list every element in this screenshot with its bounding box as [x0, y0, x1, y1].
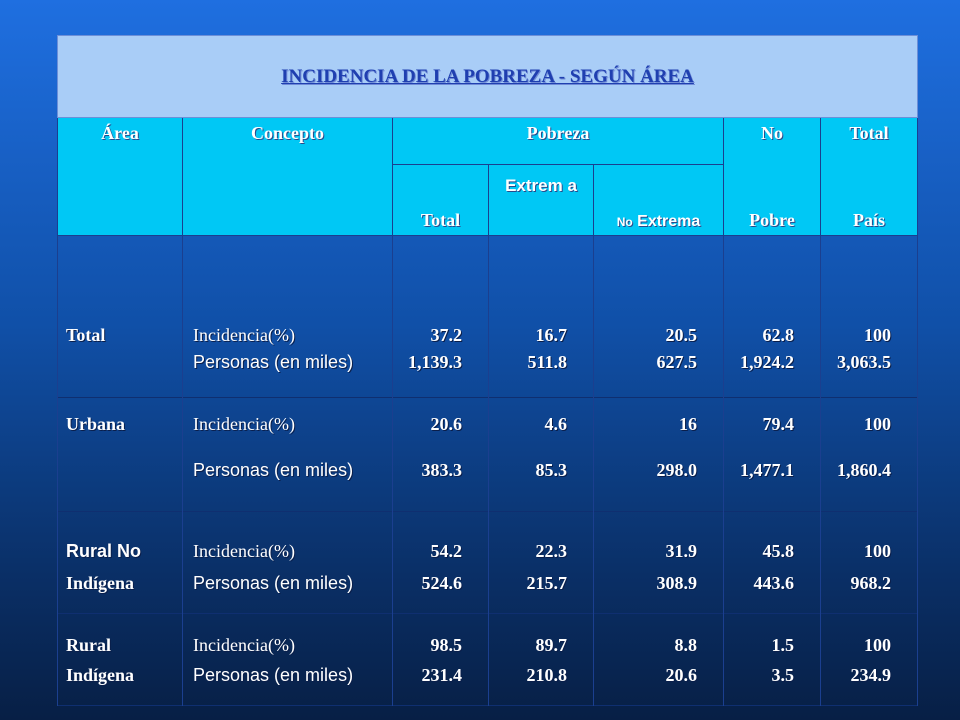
value-cell: 1,477.1 — [723, 450, 821, 512]
header-sub-total: Total — [392, 164, 489, 236]
value-cell: 627.5 — [593, 349, 724, 398]
area-label: Total — [57, 235, 183, 349]
value-cell: 231.4 — [392, 659, 489, 706]
header-total: Total — [849, 123, 889, 143]
area-label: Rural No — [57, 511, 183, 567]
value-cell: 524.6 — [392, 567, 489, 614]
concepto-cell: Incidencia(%) — [182, 397, 393, 450]
value-cell: 383.3 — [392, 450, 489, 512]
value-cell: 4.6 — [488, 397, 594, 450]
poverty-table: INCIDENCIA DE LA POBREZA - SEGÚN ÁREA Ár… — [56, 35, 919, 706]
value-cell: 100 — [820, 235, 919, 349]
table-row: Rural No Incidencia(%) 54.2 22.3 31.9 45… — [57, 511, 919, 567]
header-pais: País — [853, 210, 886, 230]
value-cell: 511.8 — [488, 349, 594, 398]
value-cell: 31.9 — [593, 511, 724, 567]
value-cell: 443.6 — [723, 567, 821, 614]
concepto-cell: Personas (en miles) — [182, 450, 393, 512]
value-cell: 1,860.4 — [820, 450, 919, 512]
area-label-2 — [57, 349, 183, 398]
header-area: Área — [57, 117, 183, 236]
header-sub-extrema: Extrem a — [488, 164, 594, 236]
value-cell: 79.4 — [723, 397, 821, 450]
value-cell: 85.3 — [488, 450, 594, 512]
value-cell: 98.5 — [392, 613, 489, 659]
header-sub-no-small: No — [616, 215, 633, 229]
value-cell: 20.6 — [392, 397, 489, 450]
value-cell: 100 — [820, 613, 919, 659]
area-label-2: Indígena — [57, 659, 183, 706]
value-cell: 20.5 — [593, 235, 724, 349]
value-cell: 234.9 — [820, 659, 919, 706]
concepto-cell: Incidencia(%) — [182, 235, 393, 349]
value-cell: 215.7 — [488, 567, 594, 614]
value-cell: 8.8 — [593, 613, 724, 659]
value-cell: 298.0 — [593, 450, 724, 512]
header-total-pais: Total País — [819, 117, 919, 236]
header-pobre: Pobre — [749, 210, 795, 230]
value-cell: 3,063.5 — [820, 349, 919, 398]
concepto-cell: Incidencia(%) — [182, 511, 393, 567]
value-cell: 210.8 — [488, 659, 594, 706]
header-sub-no-extrema: No Extrema — [593, 164, 724, 236]
header-sub-no-extrema-text: Extrema — [637, 213, 701, 230]
value-cell: 45.8 — [723, 511, 821, 567]
concepto-cell: Personas (en miles) — [182, 349, 393, 398]
table-row: Indígena Personas (en miles) 524.6 215.7… — [57, 567, 919, 614]
area-label: Rural — [57, 613, 183, 659]
value-cell: 3.5 — [723, 659, 821, 706]
value-cell: 308.9 — [593, 567, 724, 614]
table-row: Urbana Incidencia(%) 20.6 4.6 16 79.4 10… — [57, 397, 919, 450]
value-cell: 20.6 — [593, 659, 724, 706]
table-row: Personas (en miles) 383.3 85.3 298.0 1,4… — [57, 450, 919, 512]
value-cell: 22.3 — [488, 511, 594, 567]
value-cell: 100 — [820, 511, 919, 567]
value-cell: 54.2 — [392, 511, 489, 567]
value-cell: 16.7 — [488, 235, 594, 349]
value-cell: 37.2 — [392, 235, 489, 349]
table-row: Total Incidencia(%) 37.2 16.7 20.5 62.8 … — [57, 235, 919, 349]
concepto-cell: Personas (en miles) — [182, 659, 393, 706]
value-cell: 1.5 — [723, 613, 821, 659]
table-row: Indígena Personas (en miles) 231.4 210.8… — [57, 659, 919, 706]
area-label: Urbana — [57, 397, 183, 450]
value-cell: 100 — [820, 397, 919, 450]
value-cell: 89.7 — [488, 613, 594, 659]
concepto-cell: Incidencia(%) — [182, 613, 393, 659]
header-sub-extrema-text: Extrem a — [505, 176, 577, 195]
concepto-cell: Personas (en miles) — [182, 567, 393, 614]
value-cell: 62.8 — [723, 235, 821, 349]
value-cell: 1,139.3 — [392, 349, 489, 398]
header-pobreza: Pobreza — [392, 117, 724, 165]
value-cell: 968.2 — [820, 567, 919, 614]
value-cell: 1,924.2 — [723, 349, 821, 398]
area-label-2 — [57, 450, 183, 512]
header-no-pobre: No Pobre — [723, 117, 821, 236]
area-label-2: Indígena — [57, 567, 183, 614]
header-no: No — [761, 123, 783, 143]
value-cell: 16 — [593, 397, 724, 450]
header-concepto: Concepto — [182, 117, 393, 236]
table-row: Rural Incidencia(%) 98.5 89.7 8.8 1.5 10… — [57, 613, 919, 659]
table-row: Personas (en miles) 1,139.3 511.8 627.5 … — [57, 349, 919, 398]
table-title: INCIDENCIA DE LA POBREZA - SEGÚN ÁREA — [56, 35, 919, 118]
